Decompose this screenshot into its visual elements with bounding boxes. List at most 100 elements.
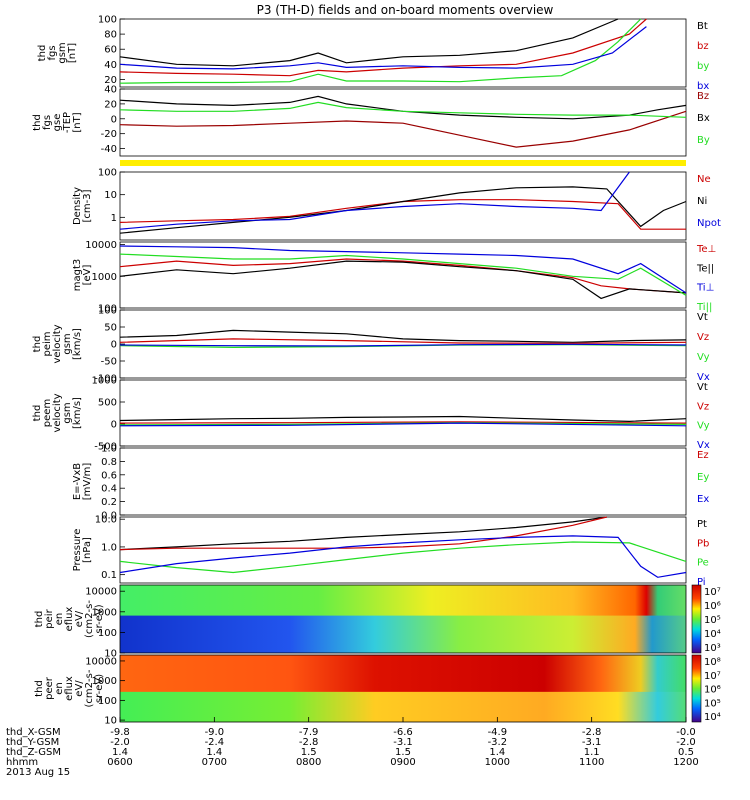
legend-entry: Vz	[697, 401, 709, 412]
y-axis-label: Pressure	[72, 529, 83, 572]
panel-frame-fgs-gse	[119, 88, 687, 157]
colorbar-label: 10⁷	[704, 671, 721, 682]
series-line-peim-velocity	[119, 338, 687, 344]
y-tick-label: 40	[104, 60, 117, 71]
series-line-peim-velocity	[119, 329, 687, 343]
ephemeris-value: 1200	[673, 757, 698, 768]
y-axis-label: (cm2-s-	[84, 669, 95, 707]
series-line-peem-velocity	[119, 422, 687, 427]
y-axis-label: eflux	[64, 676, 75, 701]
ephemeris-value: -6.6	[393, 727, 413, 738]
ephemeris-value: -2.8	[299, 737, 319, 748]
ephemeris-value: 1.5	[395, 747, 411, 758]
legend-entry: Vt	[697, 382, 708, 393]
series-line-pressure	[119, 541, 687, 574]
ephemeris-value: 0700	[202, 757, 227, 768]
y-tick-label: 20	[104, 99, 117, 110]
y-tick-label: 10	[104, 716, 117, 727]
colorbar-peer-en	[691, 654, 702, 723]
y-tick-label: 10.0	[95, 515, 117, 526]
y-tick-label: 20	[104, 75, 117, 86]
series-line-peem-velocity	[119, 422, 687, 426]
series-line-density	[119, 199, 686, 230]
y-tick-label: -20	[101, 129, 117, 140]
series-line-temperature	[119, 260, 687, 300]
y-tick-label: 0	[111, 420, 117, 431]
series-line-fgs-gsm	[119, 26, 647, 70]
legend-entry: Bx	[697, 113, 710, 124]
colorbar-label: 10⁴	[704, 629, 721, 640]
y-tick-label: 100	[98, 304, 117, 315]
y-axis-label: thd	[32, 114, 43, 131]
y-axis-label: peer	[44, 676, 55, 700]
ephemeris-value: -4.9	[488, 727, 508, 738]
y-tick-label: 60	[104, 45, 117, 56]
ephemeris-value: 1.4	[489, 747, 505, 758]
series-line-density	[119, 186, 687, 234]
ephemeris-label: thd_X-GSM	[6, 727, 61, 738]
colorbar-label: 10⁴	[704, 712, 721, 723]
legend-entry: Vy	[697, 421, 710, 432]
series-line-fgs-gsm	[119, 18, 647, 77]
y-axis-label: [nT]	[67, 43, 78, 63]
legend-entry: Ez	[697, 450, 709, 461]
y-axis-label: fgs	[47, 45, 58, 60]
y-tick-label: 10000	[85, 656, 117, 667]
y-axis-label: peem	[42, 399, 53, 427]
legend-entry: Ti||	[696, 302, 712, 313]
y-axis-label: gsm	[62, 333, 73, 354]
series-line-fgs-gse	[119, 110, 687, 148]
legend-entry: Vy	[697, 352, 710, 363]
colorbar-label: 10⁷	[704, 587, 721, 598]
ephemeris-value: -2.0	[676, 737, 696, 748]
y-tick-label: 0	[111, 340, 117, 351]
y-tick-label: 500	[98, 398, 117, 409]
series-line-pressure	[119, 535, 687, 578]
y-axis-label: [km/s]	[72, 397, 83, 429]
panel-frame-peem-velocity	[119, 379, 687, 447]
y-axis-label: thd	[37, 45, 48, 62]
ephemeris-value: -9.0	[205, 727, 225, 738]
ephemeris-date: 2013 Aug 15	[6, 767, 70, 778]
series-line-peem-velocity	[119, 421, 687, 424]
legend-entry: Pt	[697, 519, 707, 530]
data-gap-bar	[120, 160, 686, 166]
y-axis-label: sr-eV)	[94, 674, 105, 703]
y-axis-label: Density	[72, 187, 83, 225]
y-tick-label: 0.1	[101, 570, 117, 581]
spectrogram-electron-lower	[120, 691, 686, 722]
series-line-peim-velocity	[119, 343, 687, 347]
y-axis-label: E=-VxB	[72, 463, 83, 500]
y-axis-label: [mV/m]	[82, 463, 93, 501]
panel-frame-efield	[119, 447, 687, 516]
ephemeris-value: -7.9	[299, 727, 319, 738]
legend-entry: Te⊥	[696, 244, 716, 255]
legend-entry: Te||	[696, 263, 714, 274]
y-axis-label: [eV]	[82, 265, 93, 286]
ephemeris-value: 1.4	[206, 747, 222, 758]
y-axis-label: eflux	[64, 607, 75, 632]
ephemeris-value: -9.8	[110, 727, 130, 738]
panel-frame-temperature	[119, 241, 687, 309]
ephemeris-value: -3.1	[393, 737, 413, 748]
legend-entry: Npot	[697, 218, 721, 229]
y-axis-label: [nPa]	[82, 537, 93, 563]
ephemeris-value: -0.0	[676, 727, 696, 738]
legend-entry: Ex	[697, 494, 709, 505]
y-axis-label: [nT]	[72, 112, 83, 132]
y-axis-label: peim	[42, 331, 53, 356]
y-axis-label: magt3	[72, 259, 83, 292]
y-tick-label: 0	[111, 114, 117, 125]
y-axis-label: en	[54, 682, 65, 695]
y-tick-label: -50	[101, 357, 117, 368]
panel-frame-fgs-gsm	[119, 18, 687, 88]
y-axis-label: [km/s]	[72, 328, 83, 360]
y-tick-label: 10000	[85, 240, 117, 251]
colorbar-label: 10³	[704, 643, 721, 654]
ephemeris-value: 0600	[107, 757, 132, 768]
colorbar-label: 10⁶	[704, 685, 721, 696]
legend-entry: Vx	[697, 440, 710, 451]
y-tick-label: 1000	[92, 376, 117, 387]
legend-entry: Pe	[697, 558, 709, 569]
